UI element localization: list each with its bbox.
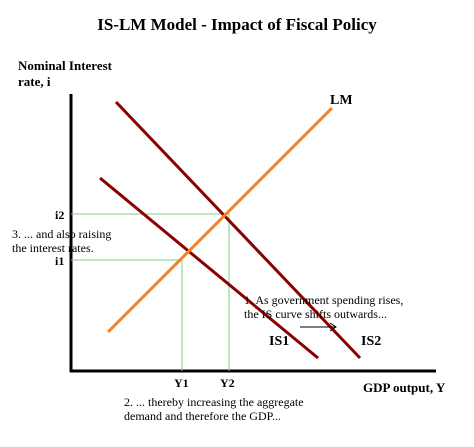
- lm-label: LM: [330, 93, 353, 108]
- annotation-1-line2: the IS curve shifts outwards...: [244, 307, 387, 321]
- annotation-2-line2: demand and therefore the GDP...: [124, 409, 281, 423]
- x-axis-label: GDP output, Y: [363, 380, 446, 395]
- y-axis-label-line2: rate, i: [18, 74, 51, 89]
- is1-label: IS1: [269, 334, 289, 349]
- tick-i1: i1: [55, 254, 64, 268]
- lm-curve: [106, 106, 334, 334]
- shift-arrow-head: [329, 322, 337, 332]
- y-axis-label-line1: Nominal Interest: [18, 58, 113, 73]
- tick-i2: i2: [55, 208, 64, 222]
- is1-curve: [99, 176, 319, 360]
- is2-curve: [114, 100, 362, 360]
- is2-label: IS2: [361, 334, 381, 349]
- annotation-3-line2: the interest rates.: [12, 241, 94, 255]
- diagram-title: IS-LM Model - Impact of Fiscal Policy: [97, 15, 377, 34]
- tick-y2: Y2: [220, 376, 235, 390]
- tick-y1: Y1: [174, 376, 189, 390]
- annotation-2-line1: 2. ... thereby increasing the aggregate: [124, 395, 304, 409]
- annotation-1-line1: 1. As government spending rises,: [244, 293, 403, 307]
- annotation-3-line1: 3. ... and also raising: [12, 227, 111, 241]
